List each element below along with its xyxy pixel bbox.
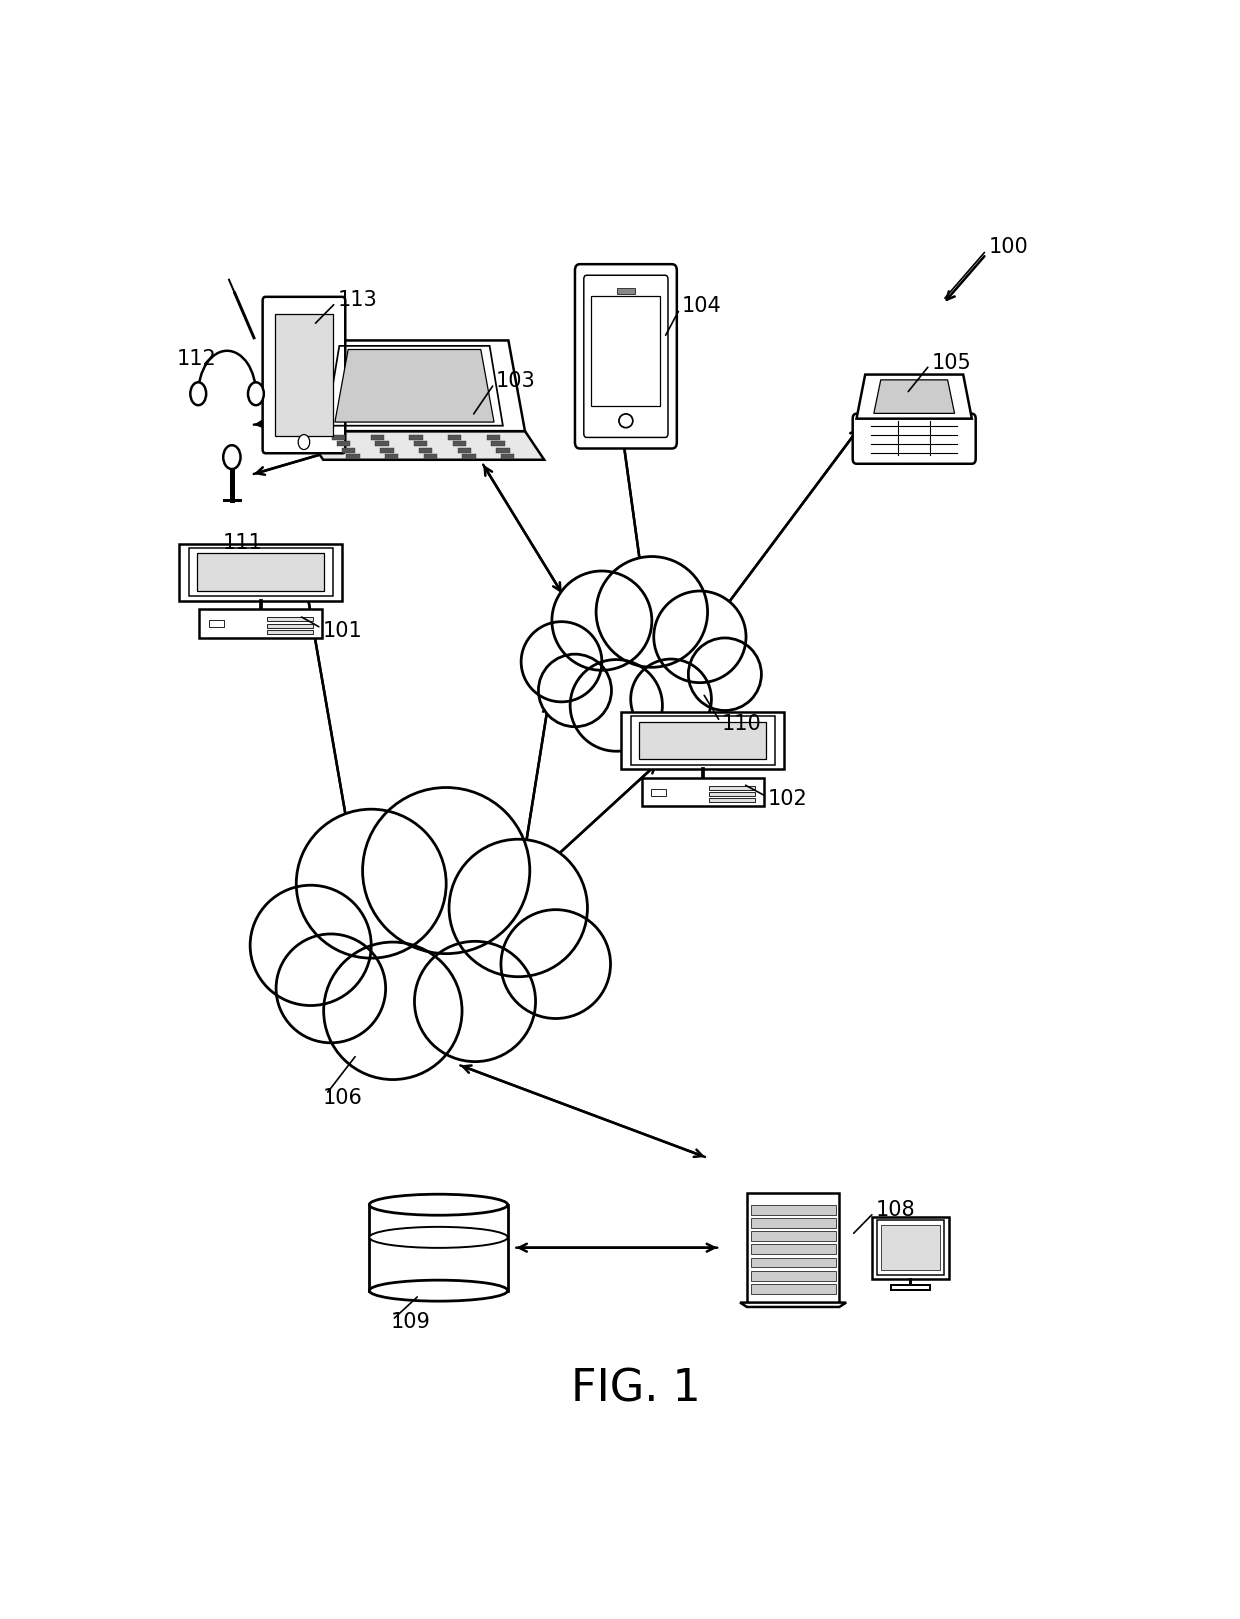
Text: 106: 106	[324, 1088, 363, 1107]
Ellipse shape	[501, 910, 610, 1018]
Bar	[892, 1285, 930, 1290]
Text: 102: 102	[768, 788, 808, 810]
Text: 109: 109	[391, 1313, 430, 1332]
Bar	[275, 314, 332, 436]
Bar	[501, 453, 515, 460]
Ellipse shape	[190, 382, 206, 405]
Text: 110: 110	[722, 714, 761, 733]
Bar	[750, 1217, 836, 1227]
Circle shape	[298, 434, 310, 450]
Bar	[188, 549, 332, 596]
Ellipse shape	[223, 445, 241, 470]
Bar	[750, 1284, 836, 1294]
Text: 101: 101	[324, 620, 363, 641]
Polygon shape	[874, 380, 955, 413]
Bar	[496, 447, 510, 453]
Text: 112: 112	[177, 348, 217, 369]
Bar	[370, 1205, 507, 1290]
Text: 104: 104	[682, 296, 722, 316]
Bar	[458, 447, 471, 453]
Bar	[750, 1230, 836, 1242]
Bar	[376, 442, 388, 447]
Bar	[210, 620, 224, 627]
Bar	[616, 288, 635, 295]
Bar	[877, 1221, 944, 1276]
Ellipse shape	[570, 659, 662, 751]
Polygon shape	[335, 350, 494, 423]
Ellipse shape	[370, 1281, 507, 1302]
Bar	[882, 1226, 940, 1269]
Text: 111: 111	[222, 533, 262, 554]
Bar	[651, 788, 666, 795]
Bar	[346, 453, 360, 460]
Bar	[386, 453, 398, 460]
Bar	[491, 442, 505, 447]
Ellipse shape	[653, 591, 746, 683]
Ellipse shape	[688, 638, 761, 711]
FancyBboxPatch shape	[575, 264, 677, 448]
Ellipse shape	[596, 557, 708, 667]
Ellipse shape	[521, 622, 601, 703]
Bar	[179, 544, 342, 601]
Ellipse shape	[362, 787, 529, 954]
Bar	[341, 447, 355, 453]
Bar	[267, 630, 314, 633]
Ellipse shape	[324, 942, 463, 1080]
Polygon shape	[304, 340, 525, 431]
Bar	[709, 785, 755, 790]
Bar	[267, 617, 314, 622]
Bar	[709, 792, 755, 797]
Bar	[463, 453, 476, 460]
Bar	[453, 442, 466, 447]
Bar	[424, 453, 436, 460]
Ellipse shape	[538, 654, 611, 727]
Polygon shape	[857, 374, 972, 419]
Text: 100: 100	[990, 236, 1029, 257]
Bar	[381, 447, 393, 453]
Bar	[621, 712, 785, 769]
Bar	[709, 798, 755, 801]
Bar	[591, 296, 661, 406]
Ellipse shape	[248, 382, 264, 405]
Bar	[267, 623, 314, 628]
Ellipse shape	[370, 1227, 507, 1248]
Polygon shape	[740, 1303, 846, 1307]
Bar	[750, 1271, 836, 1281]
Bar	[409, 436, 423, 440]
Bar	[750, 1245, 836, 1255]
Text: 103: 103	[496, 371, 536, 392]
Bar	[197, 554, 325, 591]
FancyBboxPatch shape	[853, 414, 976, 463]
Ellipse shape	[619, 414, 632, 427]
Bar	[419, 447, 433, 453]
Bar	[872, 1216, 949, 1279]
Ellipse shape	[552, 572, 652, 670]
Text: FIG. 1: FIG. 1	[570, 1366, 701, 1410]
Bar	[448, 436, 461, 440]
Bar	[332, 436, 345, 440]
Ellipse shape	[414, 941, 536, 1062]
Bar	[746, 1193, 839, 1303]
Ellipse shape	[370, 1195, 507, 1216]
Text: 108: 108	[875, 1200, 915, 1221]
FancyBboxPatch shape	[263, 296, 345, 453]
Ellipse shape	[296, 810, 446, 958]
Bar	[371, 436, 384, 440]
Text: 105: 105	[931, 353, 971, 372]
Ellipse shape	[631, 659, 712, 740]
Bar	[641, 777, 764, 806]
Bar	[750, 1205, 836, 1214]
Bar	[414, 442, 428, 447]
Text: 113: 113	[337, 290, 377, 311]
Ellipse shape	[250, 886, 371, 1005]
Polygon shape	[304, 431, 544, 460]
Bar	[337, 442, 350, 447]
Ellipse shape	[449, 839, 588, 976]
Ellipse shape	[277, 934, 386, 1043]
Bar	[631, 717, 775, 764]
Bar	[486, 436, 500, 440]
Bar	[750, 1258, 836, 1268]
Bar	[639, 722, 766, 759]
Bar	[200, 609, 322, 638]
